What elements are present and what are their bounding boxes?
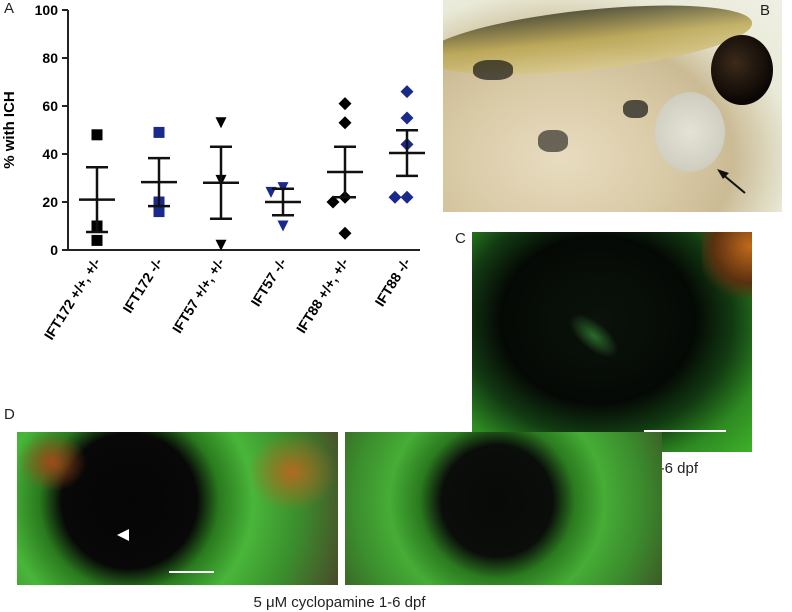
panel-label: D bbox=[4, 406, 15, 423]
panel-label: C bbox=[455, 230, 466, 247]
eye-photo bbox=[472, 232, 752, 452]
data-point bbox=[400, 85, 414, 99]
caption: 5 μM cyclopamine 1-6 dpf bbox=[253, 594, 426, 611]
panel-label: B bbox=[760, 2, 771, 19]
x-tick-label: IFT88 +/+, +/- bbox=[293, 255, 352, 336]
y-tick-label: 80 bbox=[42, 50, 58, 66]
data-point bbox=[400, 111, 414, 125]
y-tick-label: 0 bbox=[50, 242, 58, 258]
arrow bbox=[717, 169, 746, 194]
data-point bbox=[338, 97, 352, 111]
fish-photo bbox=[443, 0, 782, 212]
data-point bbox=[153, 126, 165, 138]
y-axis-label: % with ICH bbox=[1, 91, 18, 169]
panel-label: A bbox=[4, 0, 15, 17]
data-point bbox=[153, 206, 165, 218]
data-point bbox=[277, 220, 289, 232]
data-point bbox=[326, 195, 340, 209]
data-point bbox=[215, 239, 227, 251]
data-point bbox=[338, 226, 352, 240]
data-point bbox=[215, 117, 227, 129]
x-tick-label: IFT88 -/- bbox=[372, 255, 414, 309]
y-tick-label: 60 bbox=[42, 98, 58, 114]
data-point bbox=[400, 190, 414, 204]
arrowhead bbox=[117, 529, 214, 573]
eye-photo bbox=[17, 432, 338, 585]
y-tick-label: 20 bbox=[42, 194, 58, 210]
y-tick-label: 100 bbox=[35, 2, 59, 18]
x-tick-label: IFT57 -/- bbox=[248, 255, 290, 309]
data-point bbox=[91, 234, 103, 246]
data-point bbox=[91, 129, 103, 141]
data-point bbox=[338, 116, 352, 130]
x-tick-label: IFT172 +/+, +/- bbox=[41, 255, 104, 343]
x-tick-label: IFT172 -/- bbox=[119, 255, 165, 316]
y-tick-label: 40 bbox=[42, 146, 58, 162]
data-point bbox=[388, 190, 402, 204]
eye-photo bbox=[345, 432, 662, 585]
x-tick-label: IFT57 +/+, +/- bbox=[169, 255, 228, 336]
